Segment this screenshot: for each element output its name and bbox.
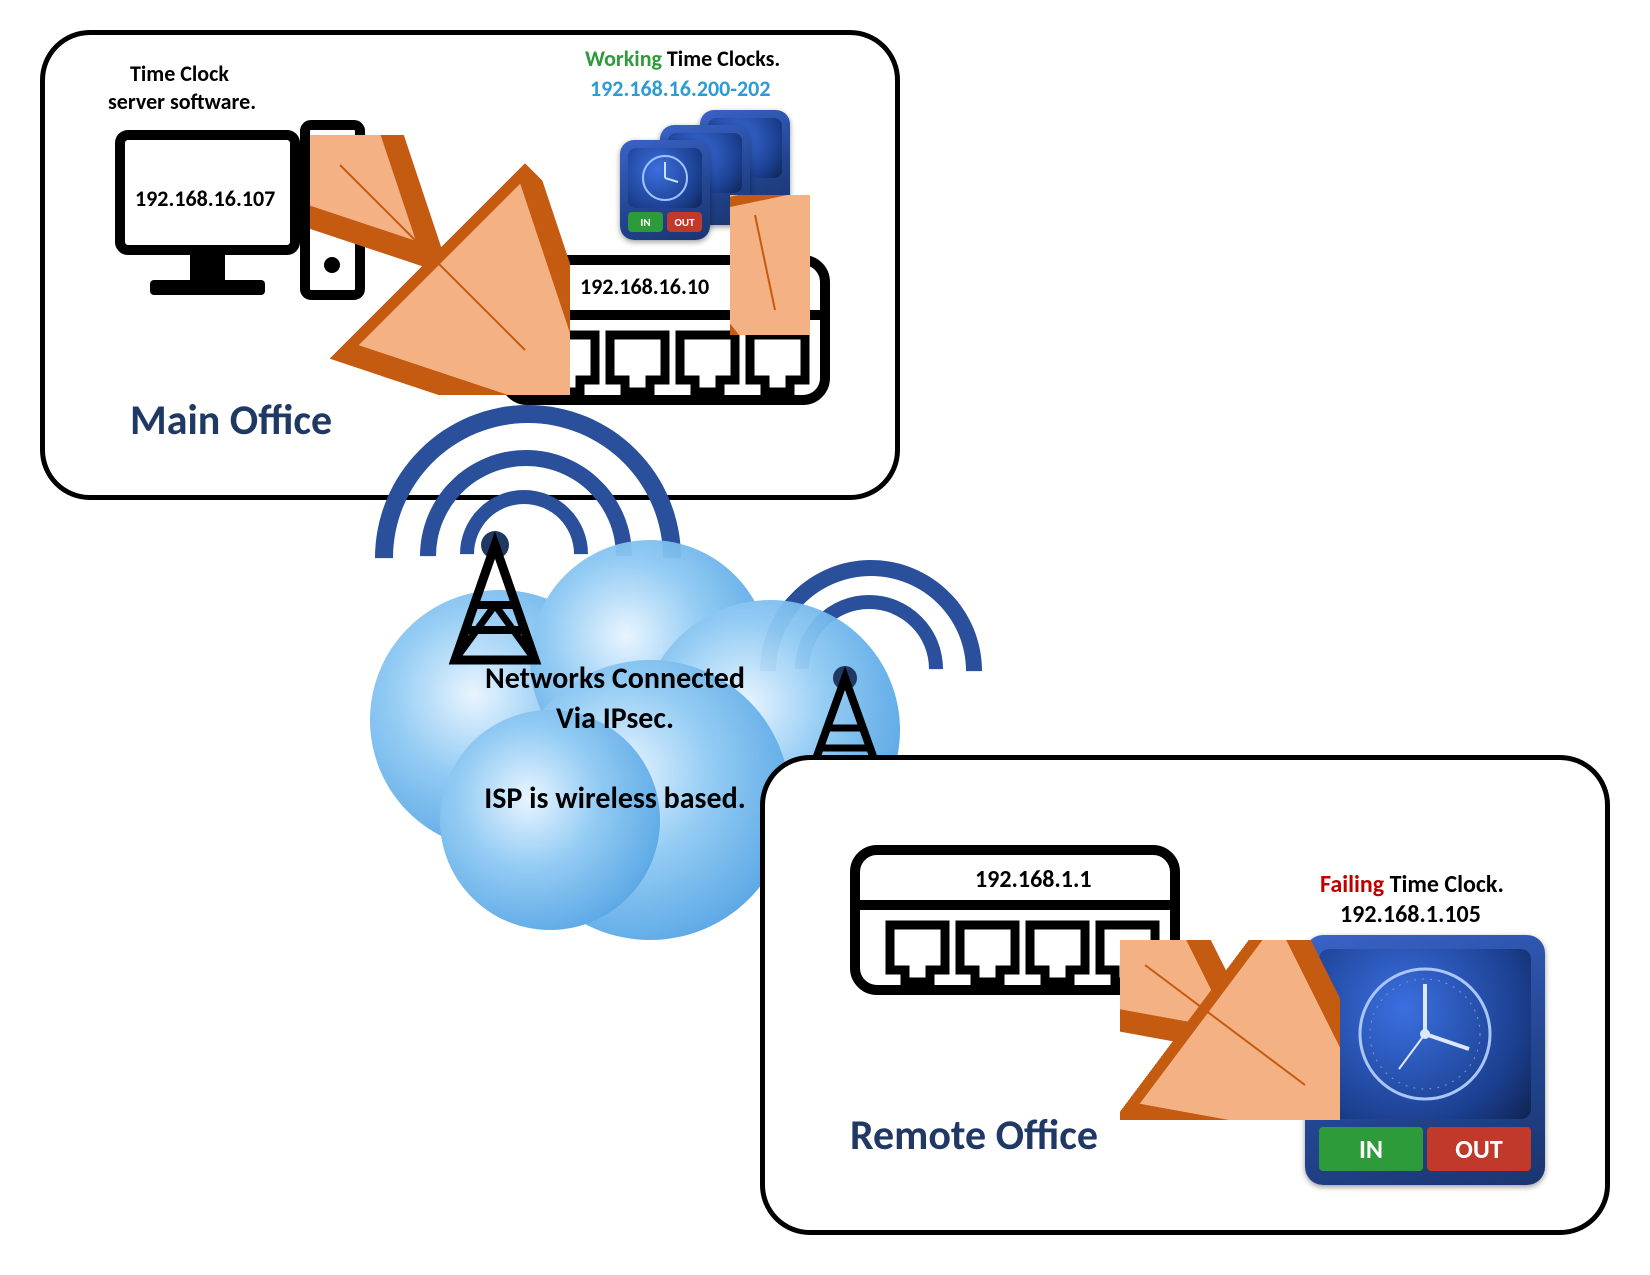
cloud-line3: ISP is wireless based. [455,780,775,817]
btn-out[interactable]: OUT [1427,1127,1531,1171]
server-ip: 192.168.16.107 [135,185,275,212]
main-clocks-text: Time Clocks. [662,45,780,72]
cloud-line1: Networks Connected [455,660,775,697]
remote-clock-text: Time Clock. [1384,870,1504,899]
remote-office-title: Remote Office [850,1110,1098,1161]
computer-icon [110,115,370,315]
mini-out: OUT [667,212,702,232]
status-failing: Failing [1320,870,1384,899]
remote-clock-ip: 192.168.1.105 [1340,900,1481,929]
main-clocks-label: Working Time Clocks. [585,45,780,72]
server-label-1: Time Clock [130,60,229,87]
remote-clock-card: IN OUT [1305,935,1545,1185]
main-clocks-ip: 192.168.16.200-202 [590,75,770,102]
server-label-2: server software. [108,88,256,115]
status-working: Working [585,45,662,72]
main-office-title: Main Office [130,395,332,446]
main-switch-ip: 192.168.16.10 [580,273,709,300]
remote-clock-label: Failing Time Clock. [1320,870,1504,899]
tower-left-icon [440,510,550,670]
remote-switch-ip: 192.168.1.1 [975,865,1092,894]
btn-in[interactable]: IN [1319,1127,1423,1171]
clock-card-1: IN OUT [620,140,710,240]
mini-in: IN [628,212,663,232]
cloud-line2: Via IPsec. [455,700,775,737]
